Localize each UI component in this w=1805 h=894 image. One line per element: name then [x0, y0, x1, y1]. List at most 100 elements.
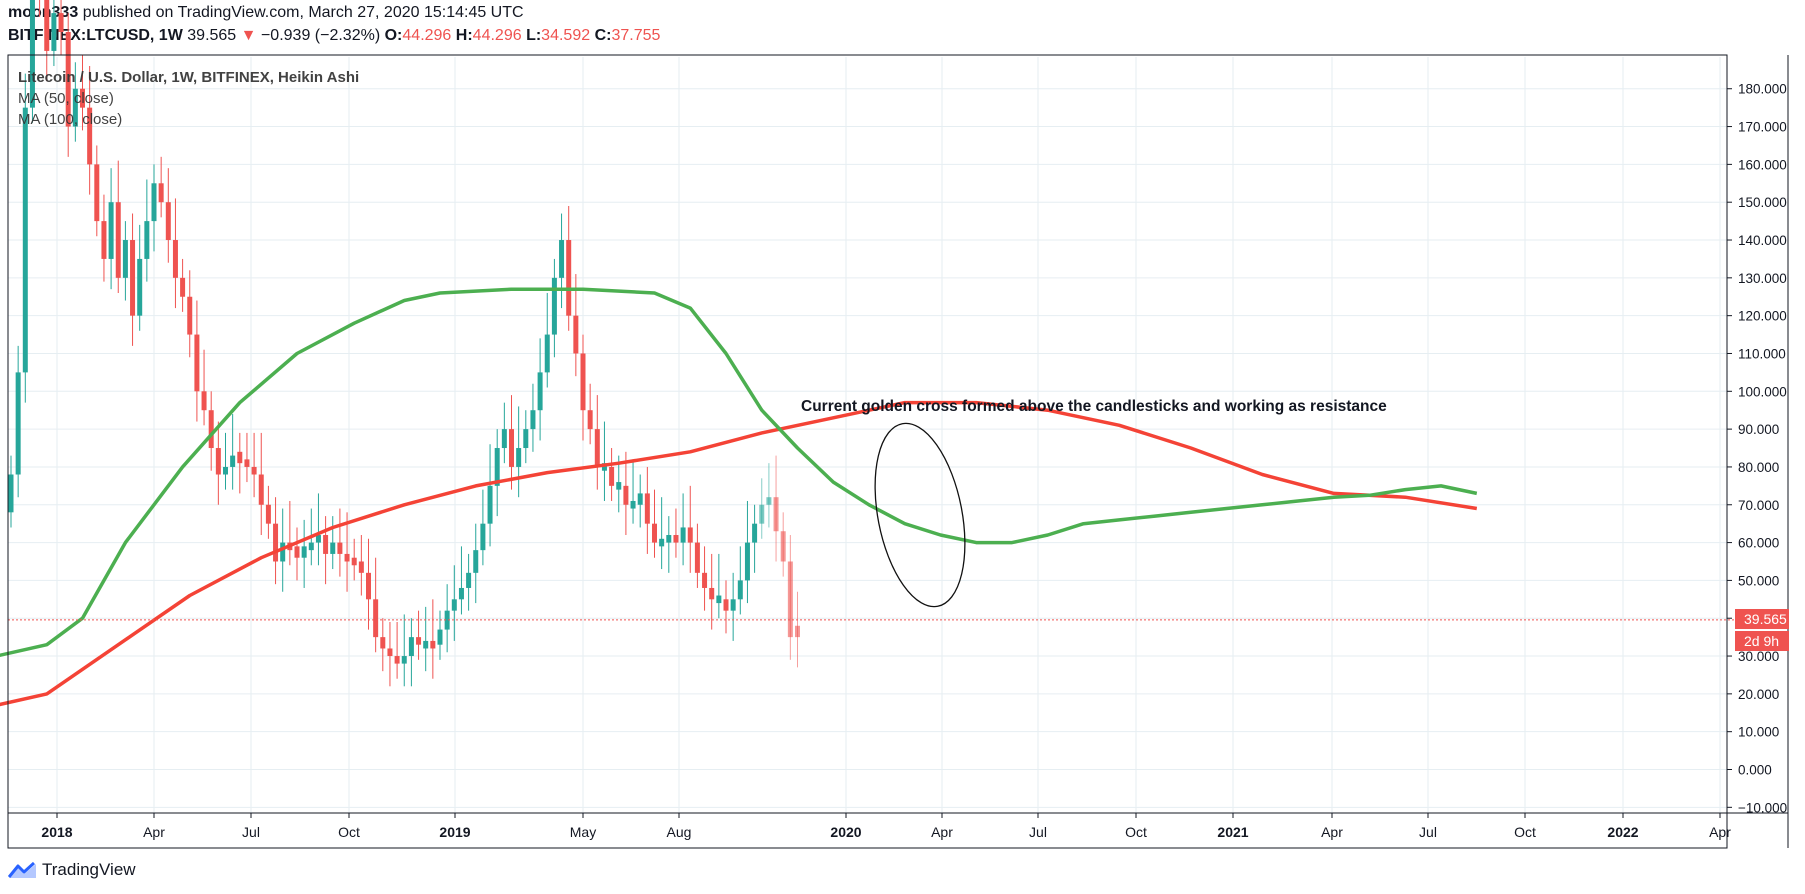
y-tick-label: 120.000: [1738, 309, 1787, 324]
legend-ma100[interactable]: MA (100, close): [18, 111, 123, 128]
candle-body: [580, 353, 586, 411]
countdown-badge: 2d 9h: [1735, 631, 1789, 651]
candle-body: [165, 202, 171, 241]
candle-body: [730, 599, 736, 611]
y-tick-label: 180.000: [1738, 82, 1787, 97]
annotation-text[interactable]: Current golden cross formed above the ca…: [801, 398, 1387, 415]
candle-body: [223, 466, 228, 475]
high-label: H:: [455, 27, 473, 44]
candle-body: [366, 572, 371, 600]
candle-body: [537, 372, 543, 411]
x-tick-label: 2020: [830, 824, 861, 840]
candle-body: [87, 107, 93, 165]
candle-body: [609, 466, 615, 486]
candle-body: [437, 629, 443, 645]
candle-body: [244, 459, 250, 467]
y-tick-label: 90.000: [1738, 422, 1779, 437]
x-tick-label: Oct: [1514, 824, 1536, 840]
candle-body: [308, 542, 314, 551]
candle-body: [737, 580, 743, 600]
candle-body: [401, 656, 407, 664]
x-tick-label: Oct: [338, 824, 360, 840]
candle-body: [158, 183, 164, 203]
candle-body: [394, 656, 400, 664]
candle-body: [795, 625, 800, 638]
candle-body: [337, 542, 343, 554]
x-tick-label: 2022: [1607, 824, 1638, 840]
x-tick-label: Apr: [1321, 824, 1343, 840]
candle-body: [744, 542, 750, 581]
candle-body: [194, 334, 200, 392]
candle-body: [630, 500, 636, 509]
candle-body: [530, 410, 536, 430]
candle-body: [566, 240, 572, 316]
x-tick-label: Jul: [1029, 824, 1047, 840]
chart-frame: [7, 54, 1728, 849]
candle-body: [559, 240, 565, 278]
candle-body: [723, 599, 729, 611]
candle-body: [780, 531, 786, 562]
y-tick-label: 110.000: [1738, 346, 1786, 361]
candle-body: [594, 429, 600, 467]
candle-body: [65, 32, 71, 127]
ma50-line[interactable]: [0, 287, 1478, 658]
annotation-ellipse[interactable]: [861, 416, 979, 615]
legend-ma50[interactable]: MA (50, close): [18, 90, 114, 107]
chart-legend: Litecoin / U.S. Dollar, 1W, BITFINEX, He…: [18, 67, 359, 130]
candle-body: [251, 466, 257, 475]
chart-grid: [8, 57, 1727, 813]
tradingview-logo[interactable]: TradingView: [8, 860, 136, 880]
candle-body: [694, 542, 700, 573]
y-tick-label: 10.000: [1738, 725, 1779, 740]
x-tick-label: 2021: [1217, 824, 1248, 840]
y-tick-label: 50.000: [1738, 573, 1779, 588]
candle-body: [273, 523, 279, 562]
x-tick-label: 2019: [439, 824, 470, 840]
x-tick-label: Jul: [242, 824, 260, 840]
candle-body: [458, 587, 464, 600]
candle-body: [208, 410, 214, 449]
candle-body: [373, 599, 379, 638]
candle-body: [344, 553, 350, 562]
low-label: L:: [526, 27, 542, 44]
candle-body: [601, 463, 607, 471]
low-value: 34.592: [541, 27, 591, 44]
price-label-badge: 39.565: [1735, 609, 1789, 629]
candles-layer: [8, 0, 800, 687]
candle-body: [151, 183, 157, 222]
price-label-text: 39.565: [1744, 611, 1787, 627]
candle-body: [258, 474, 264, 505]
y-tick-label: 80.000: [1738, 460, 1779, 475]
candle-body: [8, 474, 14, 513]
y-tick-label: 150.000: [1738, 195, 1787, 210]
close-value: 37.755: [611, 27, 661, 44]
candle-body: [180, 277, 186, 297]
candle-body: [115, 202, 121, 278]
tradingview-logo-icon: [8, 861, 36, 878]
candle-body: [230, 455, 236, 467]
candle-body: [523, 429, 529, 449]
y-tick-label: 100.000: [1738, 384, 1787, 399]
y-tick-label: 70.000: [1738, 498, 1779, 513]
candle-body: [587, 410, 593, 430]
last-price: 39.565: [187, 27, 237, 44]
candle-body: [108, 202, 114, 259]
open-label: O:: [384, 27, 403, 44]
candle-body: [80, 88, 85, 108]
candle-body: [644, 493, 650, 524]
candle-body: [380, 637, 386, 649]
open-value: 44.296: [402, 27, 452, 44]
candle-body: [237, 451, 243, 464]
tradingview-brand: TradingView: [42, 860, 136, 879]
axes: 180.000 170.000 160.000 150.000 140.000 130.0…: [7, 54, 1789, 849]
ma100-line[interactable]: [0, 400, 1478, 707]
candle-body: [15, 372, 21, 475]
price-change: −0.939 (−2.32%): [260, 27, 381, 44]
candle-body: [444, 610, 450, 630]
candle-body: [501, 429, 507, 449]
y-tick-label: 30.000: [1738, 649, 1779, 664]
candle-body: [637, 493, 643, 505]
candle-body: [301, 546, 307, 558]
candle-body: [494, 448, 500, 486]
